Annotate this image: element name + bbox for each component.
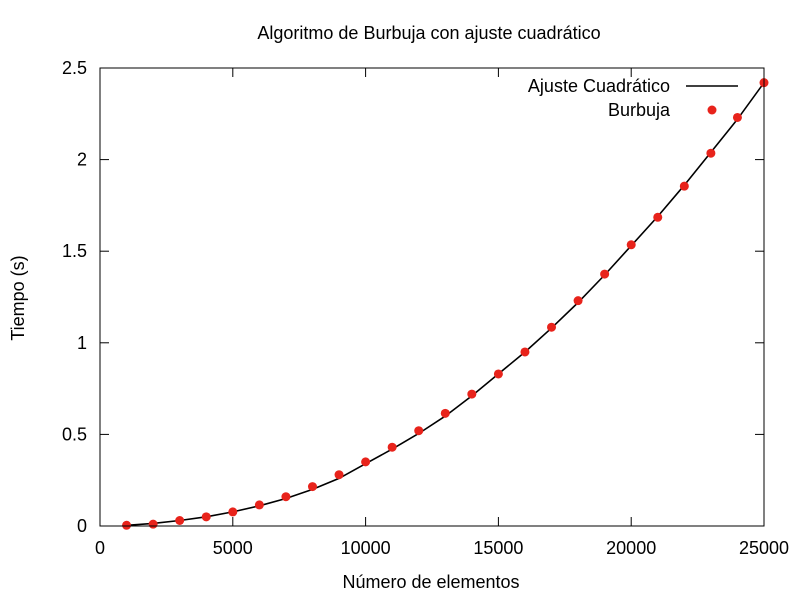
data-point: [254, 500, 264, 510]
data-point: [201, 512, 211, 522]
data-point: [547, 322, 557, 332]
y-tick-label: 1: [77, 333, 87, 353]
data-point: [520, 347, 530, 357]
fit-line: [126, 82, 765, 527]
data-point: [653, 212, 663, 222]
x-tick-label: 15000: [473, 538, 523, 558]
data-point: [122, 520, 132, 530]
y-tick-label: 2: [77, 150, 87, 170]
y-tick-label: 0: [77, 516, 87, 536]
data-point: [148, 519, 158, 529]
data-point: [175, 516, 185, 526]
axis-ticks: 0 5000 10000 15000 20000 25000 0 0.5 1 1.5 2 2.5: [62, 58, 789, 558]
data-point: [493, 369, 503, 379]
chart-title: Algoritmo de Burbuja con ajuste cuadráti…: [257, 23, 600, 43]
data-point: [679, 181, 689, 191]
plot-frame: [99, 67, 765, 527]
data-point: [440, 408, 450, 418]
legend-label: Ajuste Cuadrático: [528, 76, 670, 96]
data-point: [573, 296, 583, 306]
y-tick-label: 0.5: [62, 424, 87, 444]
data-point: [626, 240, 636, 250]
data-point: [600, 269, 610, 279]
legend-point-swatch: [707, 105, 717, 115]
y-tick-label: 1.5: [62, 241, 87, 261]
data-point: [414, 426, 424, 436]
x-axis-label: Número de elementos: [342, 572, 519, 592]
data-point: [228, 507, 238, 517]
y-tick-label: 2.5: [62, 58, 87, 78]
legend-label: Burbuja: [608, 100, 671, 120]
data-point: [361, 457, 371, 467]
x-tick-label: 0: [95, 538, 105, 558]
x-tick-label: 25000: [739, 538, 789, 558]
x-tick-label: 10000: [341, 538, 391, 558]
data-point: [387, 442, 397, 452]
data-point: [281, 492, 291, 502]
data-point: [732, 112, 742, 122]
data-point: [467, 389, 477, 399]
y-axis-label: Tiempo (s): [8, 255, 28, 340]
plot-series: [122, 78, 769, 530]
legend: Ajuste Cuadrático Burbuja: [528, 76, 738, 120]
x-tick-label: 5000: [213, 538, 253, 558]
x-tick-label: 20000: [606, 538, 656, 558]
data-point: [334, 470, 344, 480]
data-point: [706, 148, 716, 158]
data-point: [307, 482, 317, 492]
